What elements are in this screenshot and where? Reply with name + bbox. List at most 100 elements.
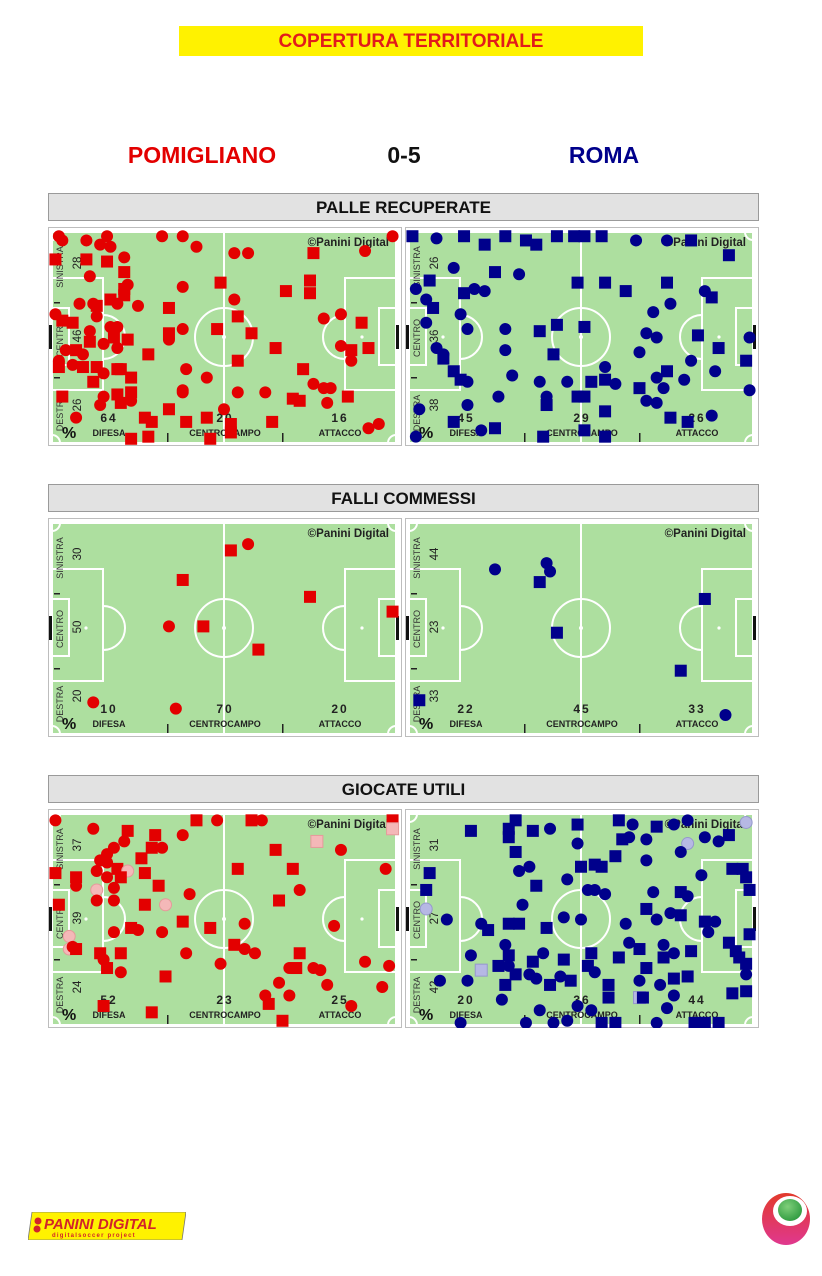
event-marker-square xyxy=(114,871,127,884)
zone-percent: 25 xyxy=(331,993,348,1007)
event-marker-circle xyxy=(169,702,182,715)
event-marker-circle xyxy=(709,915,722,928)
event-marker-circle xyxy=(159,898,173,912)
event-marker-square xyxy=(269,342,282,355)
row-divider xyxy=(411,302,417,304)
event-marker-square xyxy=(571,818,584,831)
zone-divider xyxy=(167,724,169,733)
zone-label-attacco: ATTACCO xyxy=(319,719,362,729)
event-marker-circle xyxy=(283,962,296,975)
event-marker-square xyxy=(304,590,316,603)
row-label-sinistra: SINISTRA xyxy=(412,537,422,579)
center-circle xyxy=(194,889,254,949)
corner-arc xyxy=(408,725,418,735)
zone-label-centrocampo: CENTROCAMPO xyxy=(546,719,618,729)
center-circle xyxy=(551,307,611,367)
event-marker-circle xyxy=(132,299,144,312)
event-marker-square xyxy=(612,951,625,964)
event-marker-square xyxy=(599,430,612,443)
goal-left xyxy=(406,907,409,931)
event-marker-square xyxy=(585,947,598,960)
event-marker-circle xyxy=(654,978,667,991)
row-percent: 30 xyxy=(72,548,84,561)
center-spot xyxy=(222,917,226,921)
event-marker-circle xyxy=(516,898,529,911)
event-marker-square xyxy=(118,289,131,302)
row-divider xyxy=(54,959,60,961)
event-marker-square xyxy=(49,253,62,266)
corner-arc xyxy=(51,522,61,532)
event-marker-circle xyxy=(664,297,677,310)
penalty-arc-right xyxy=(322,896,346,942)
event-marker-circle xyxy=(62,929,76,943)
event-marker-circle xyxy=(97,337,110,350)
event-marker-circle xyxy=(94,238,107,251)
event-marker-square xyxy=(214,276,227,289)
event-marker-square xyxy=(705,291,718,304)
zone-divider xyxy=(282,724,284,733)
zone-divider xyxy=(524,433,526,442)
event-marker-square xyxy=(304,287,316,300)
row-percent: 36 xyxy=(429,330,441,343)
event-marker-circle xyxy=(283,989,296,1002)
row-label-destra: DESTRA xyxy=(55,977,65,1014)
event-marker-circle xyxy=(180,947,193,960)
event-marker-circle xyxy=(544,565,557,578)
event-marker-circle xyxy=(259,386,272,399)
event-marker-circle xyxy=(571,837,584,850)
event-marker-circle xyxy=(359,955,372,968)
event-marker-circle xyxy=(657,382,670,395)
event-marker-circle xyxy=(681,814,694,827)
event-marker-circle xyxy=(73,297,86,310)
event-marker-circle xyxy=(557,911,570,924)
event-marker-circle xyxy=(118,251,131,264)
event-marker-circle xyxy=(561,1014,574,1027)
event-marker-square xyxy=(423,867,436,880)
event-marker-square xyxy=(297,363,310,376)
event-marker-circle xyxy=(588,883,601,896)
event-marker-circle xyxy=(90,883,104,897)
event-marker-circle xyxy=(547,1016,560,1028)
event-marker-square xyxy=(107,331,120,344)
event-marker-circle xyxy=(647,886,660,899)
event-marker-square xyxy=(499,978,512,991)
zone-label-difesa: DIFESA xyxy=(449,719,483,729)
row-label-sinistra: SINISTRA xyxy=(412,246,422,288)
event-marker-circle xyxy=(599,888,612,901)
event-marker-circle xyxy=(640,854,653,867)
event-marker-circle xyxy=(419,902,433,916)
event-marker-circle xyxy=(324,382,337,395)
event-marker-square xyxy=(478,238,491,251)
goal-left xyxy=(406,325,409,349)
event-marker-square xyxy=(526,824,539,837)
event-marker-square xyxy=(262,997,275,1010)
event-marker-circle xyxy=(633,346,646,359)
center-spot xyxy=(222,335,226,339)
event-marker-square xyxy=(502,949,515,962)
event-marker-square xyxy=(712,342,725,355)
event-marker-square xyxy=(533,325,546,338)
row-percent: 23 xyxy=(429,621,441,634)
event-marker-circle xyxy=(640,327,653,340)
event-marker-square xyxy=(135,852,148,865)
zone-percent: 23 xyxy=(216,993,233,1007)
row-divider xyxy=(54,668,60,670)
event-marker-circle xyxy=(248,947,261,960)
penalty-spot-left xyxy=(441,335,445,339)
event-marker-square xyxy=(526,955,539,968)
penalty-spot-left xyxy=(441,626,445,630)
zone-percent: 20 xyxy=(457,993,474,1007)
row-percent: 39 xyxy=(72,912,84,925)
event-marker-circle xyxy=(156,230,169,243)
event-marker-circle xyxy=(228,293,241,306)
event-marker-square xyxy=(726,987,739,1000)
event-marker-square xyxy=(304,274,316,287)
pitch-svg: ©Panini Digital SINISTRA 30 CENTRO 50 DESTRA 2… xyxy=(48,518,402,737)
event-marker-circle xyxy=(626,818,639,831)
event-marker-square xyxy=(66,316,79,329)
zone-divider xyxy=(524,724,526,733)
event-marker-circle xyxy=(238,943,251,956)
event-marker-circle xyxy=(461,974,474,987)
event-marker-square xyxy=(307,247,320,260)
row-label-centro: CENTRO xyxy=(55,319,65,357)
